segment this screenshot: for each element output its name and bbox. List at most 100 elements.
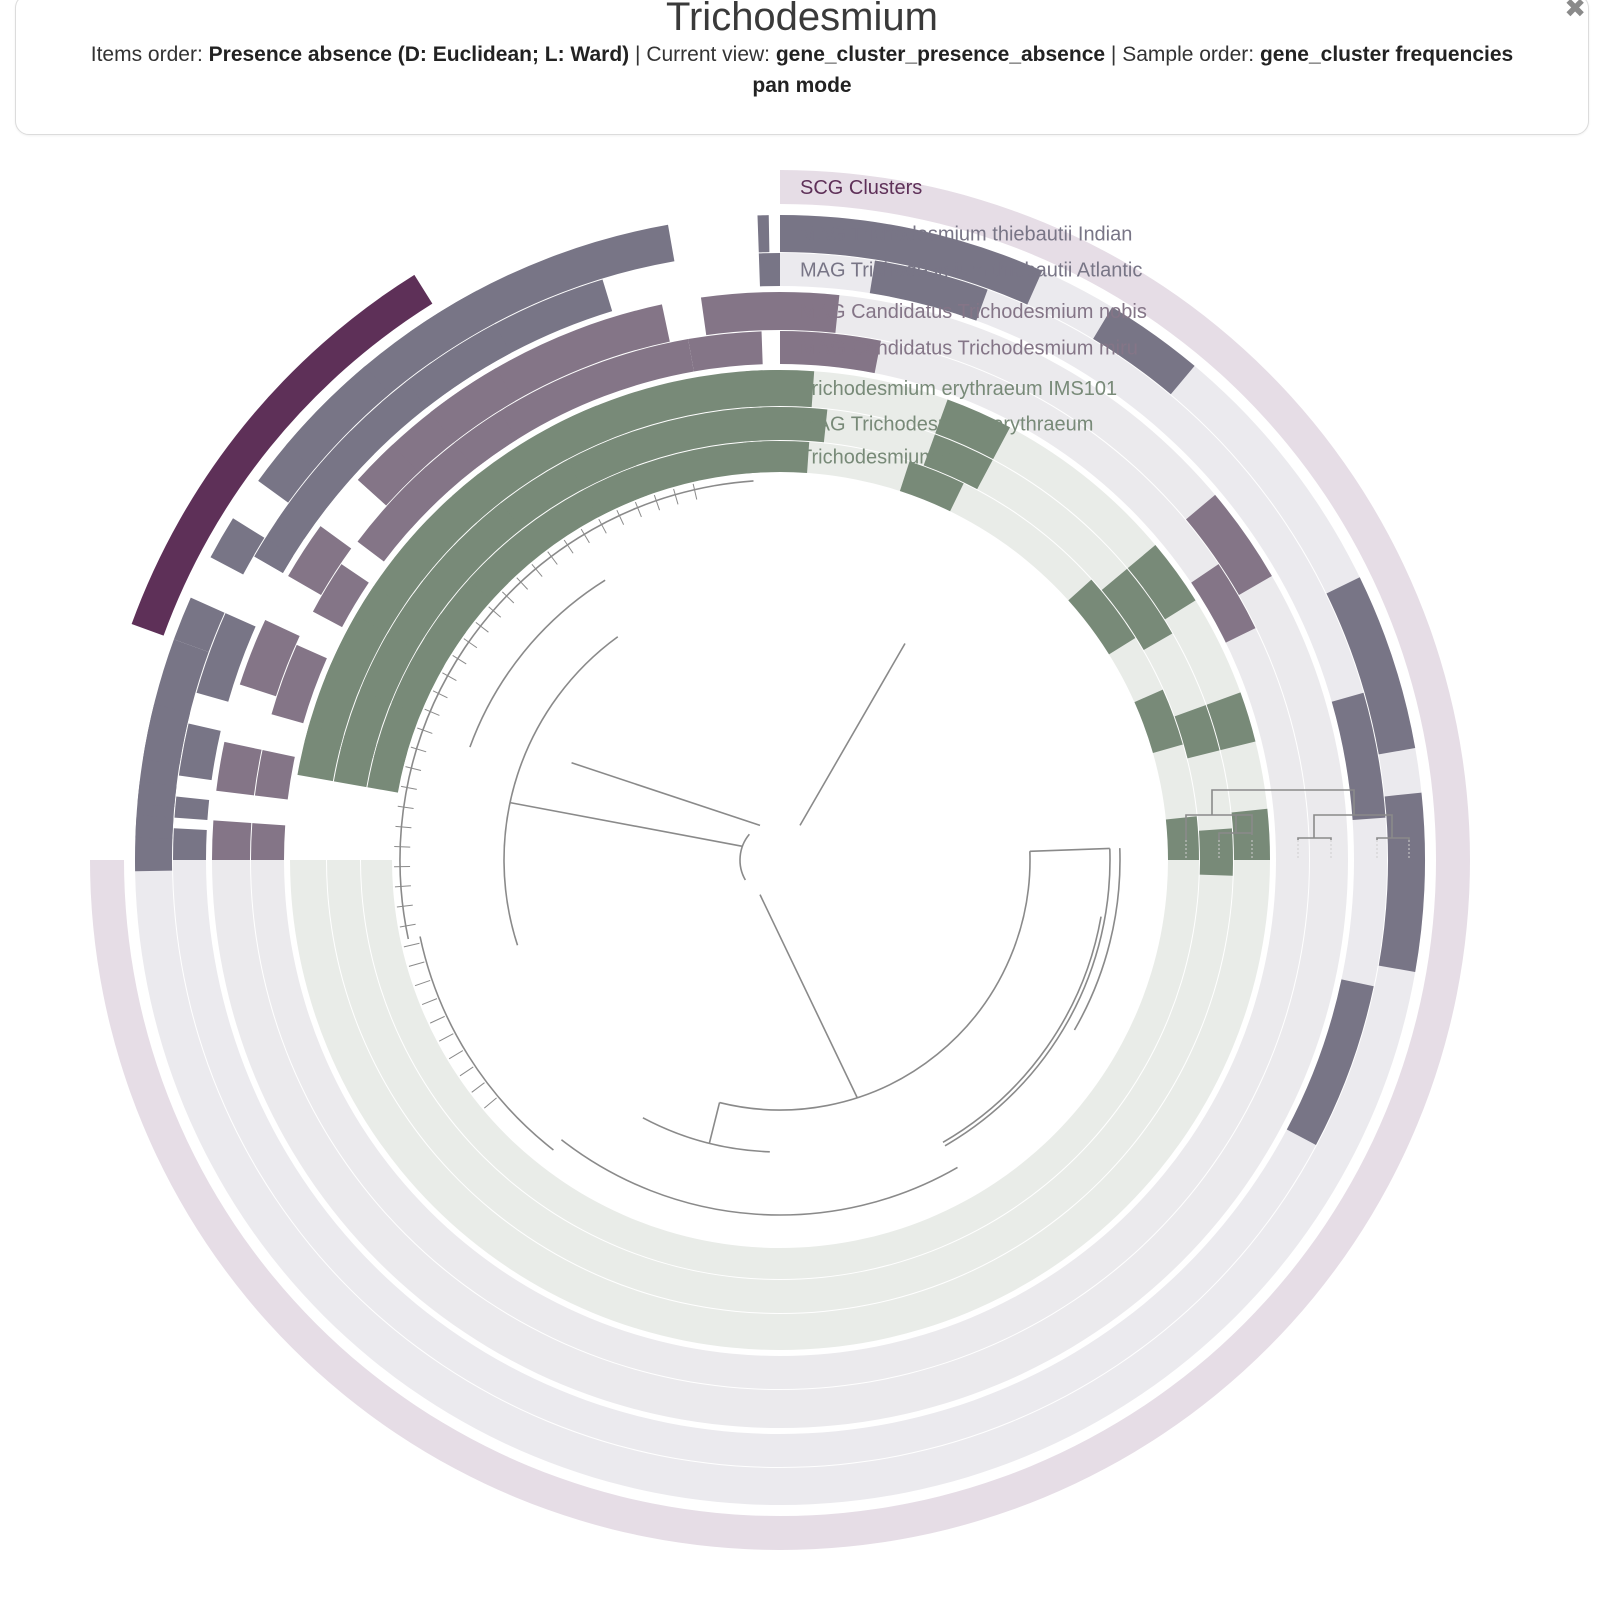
- presence-segment[interactable]: [688, 331, 763, 372]
- presence-segment[interactable]: [325, 615, 387, 690]
- presence-segment[interactable]: [357, 339, 694, 562]
- presence-segment[interactable]: [142, 703, 191, 765]
- presence-segment[interactable]: [567, 434, 637, 490]
- tree-leaf: [547, 551, 558, 565]
- presence-segment[interactable]: [430, 368, 515, 443]
- presence-segment[interactable]: [333, 735, 377, 788]
- tree-branch: [942, 916, 1102, 1144]
- presence-segment[interactable]: [137, 781, 177, 808]
- presence-segment[interactable]: [297, 724, 344, 782]
- presence-segment[interactable]: [452, 473, 501, 523]
- close-icon[interactable]: ✖: [1564, 0, 1586, 23]
- presence-segment[interactable]: [1174, 705, 1220, 759]
- presence-segment[interactable]: [1231, 808, 1270, 860]
- presence-segment[interactable]: [476, 503, 522, 548]
- presence-segment[interactable]: [423, 545, 478, 602]
- presence-segment[interactable]: [212, 820, 252, 860]
- ring-layer-6[interactable]: [290, 369, 1270, 1350]
- presence-segment[interactable]: [210, 518, 265, 575]
- presence-segment[interactable]: [216, 741, 262, 796]
- presence-segment[interactable]: [196, 613, 256, 702]
- presence-segment[interactable]: [373, 441, 780, 767]
- presence-segment[interactable]: [312, 564, 369, 628]
- sample-order-dendrogram[interactable]: [1185, 789, 1410, 858]
- separator: |: [1110, 43, 1117, 66]
- presence-segment[interactable]: [276, 430, 375, 540]
- presence-segment[interactable]: [285, 365, 390, 470]
- presence-segment[interactable]: [173, 828, 207, 860]
- presence-absence-rings[interactable]: [90, 170, 1470, 1550]
- presence-segment[interactable]: [549, 405, 610, 460]
- presence-segment[interactable]: [1198, 828, 1233, 876]
- presence-segment[interactable]: [135, 815, 174, 839]
- presence-segment[interactable]: [424, 613, 467, 655]
- ring-layer-3[interactable]: [173, 253, 1387, 1467]
- presence-segment[interactable]: [254, 750, 295, 800]
- presence-segment[interactable]: [410, 290, 495, 362]
- presence-segment[interactable]: [1191, 564, 1256, 643]
- ring-layer-8[interactable]: [361, 441, 1199, 1279]
- gene-cluster-dendrogram[interactable]: [394, 480, 1121, 1216]
- presence-segment[interactable]: [1127, 545, 1196, 620]
- tree-leaf: [501, 591, 515, 604]
- presence-segment[interactable]: [758, 253, 780, 287]
- header-panel: Trichodesmium Items order: Presence abse…: [15, 0, 1589, 135]
- presence-segment[interactable]: [254, 279, 613, 573]
- presence-segment[interactable]: [780, 331, 881, 374]
- ring-layer-5[interactable]: [251, 331, 1309, 1389]
- tree-leaf: [396, 904, 413, 908]
- presence-segment[interactable]: [1068, 579, 1136, 655]
- presence-segment[interactable]: [923, 434, 993, 490]
- presence-segment[interactable]: [780, 292, 840, 333]
- presence-segment[interactable]: [700, 292, 780, 336]
- presence-segment[interactable]: [271, 644, 327, 724]
- presence-segment[interactable]: [357, 304, 670, 506]
- presence-segment[interactable]: [935, 399, 1011, 460]
- presence-segment[interactable]: [178, 723, 221, 781]
- ring-layer-1[interactable]: [90, 170, 1470, 1550]
- ring-layer-2[interactable]: [134, 215, 1426, 1505]
- ring-layer-7[interactable]: [327, 406, 1233, 1313]
- presence-segment[interactable]: [1326, 577, 1416, 755]
- presence-segment[interactable]: [1134, 689, 1183, 754]
- presence-segment[interactable]: [899, 461, 964, 512]
- current-view-value: gene_cluster_presence_absence: [775, 43, 1106, 66]
- presence-segment[interactable]: [454, 411, 518, 470]
- presence-segment[interactable]: [1093, 307, 1195, 395]
- presence-segment[interactable]: [780, 215, 1043, 305]
- presence-segment[interactable]: [468, 558, 511, 601]
- presence-segment[interactable]: [355, 585, 404, 633]
- presence-segment[interactable]: [395, 593, 441, 638]
- presence-segment[interactable]: [406, 324, 511, 408]
- presence-segment[interactable]: [251, 823, 286, 860]
- tree-leaf: [394, 846, 411, 848]
- presence-segment[interactable]: [869, 260, 988, 321]
- presence-segment[interactable]: [1286, 979, 1374, 1145]
- presence-segment[interactable]: [745, 369, 815, 408]
- layer-label: MAG Candidatus Trichodesmium nobis: [800, 301, 1147, 323]
- presence-segment[interactable]: [583, 466, 648, 518]
- presence-segment[interactable]: [393, 519, 454, 581]
- presence-segment[interactable]: [367, 744, 408, 793]
- presence-segment[interactable]: [254, 538, 294, 573]
- presence-segment[interactable]: [258, 224, 675, 503]
- presence-segment[interactable]: [357, 444, 419, 506]
- presence-segment[interactable]: [359, 633, 417, 703]
- presence-segment[interactable]: [1186, 494, 1272, 595]
- presence-segment[interactable]: [757, 215, 770, 253]
- presence-segment[interactable]: [131, 274, 433, 636]
- presence-segment[interactable]: [288, 526, 352, 595]
- presence-segment[interactable]: [174, 796, 210, 820]
- presence-segment[interactable]: [1331, 692, 1386, 820]
- ring-layer-4[interactable]: [212, 292, 1348, 1428]
- presence-segment[interactable]: [1101, 568, 1173, 650]
- presence-segment[interactable]: [173, 597, 225, 653]
- presence-segment[interactable]: [391, 650, 444, 715]
- presence-segment[interactable]: [386, 466, 449, 529]
- presence-segment[interactable]: [239, 619, 300, 697]
- presence-segment[interactable]: [1206, 692, 1256, 751]
- presence-segment[interactable]: [1165, 816, 1199, 860]
- presence-segment[interactable]: [743, 441, 810, 474]
- presence-segment[interactable]: [740, 406, 828, 443]
